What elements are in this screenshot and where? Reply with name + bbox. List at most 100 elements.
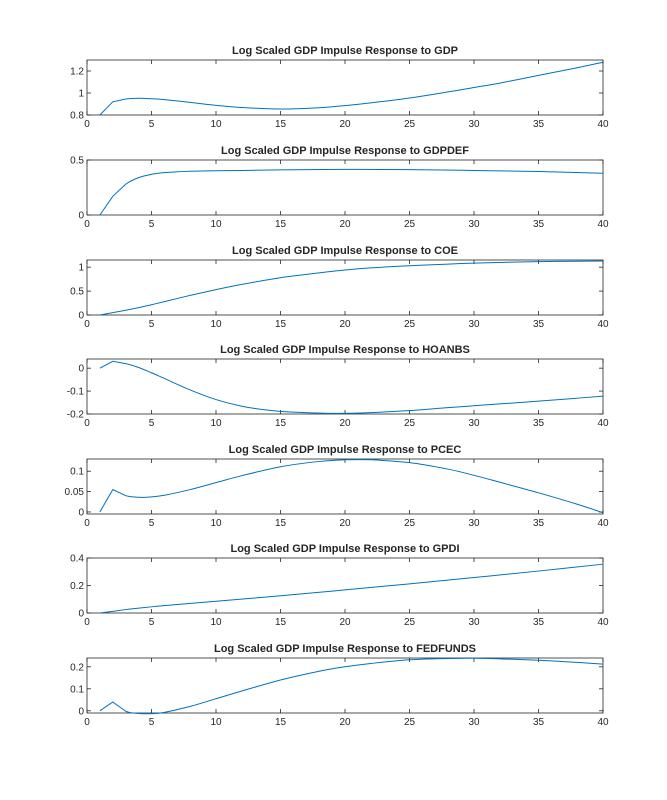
x-tick-label: 30 bbox=[468, 219, 480, 230]
axes-frame bbox=[86, 657, 604, 714]
x-tick-label: 30 bbox=[468, 717, 480, 728]
x-tick-label: 30 bbox=[468, 418, 480, 429]
x-tick-label: 25 bbox=[404, 119, 416, 130]
x-tick-label: 20 bbox=[339, 418, 351, 429]
x-tick-label: 35 bbox=[533, 219, 545, 230]
response-line bbox=[99, 61, 604, 116]
y-tick-label: 0.1 bbox=[70, 684, 84, 695]
x-tick-label: 35 bbox=[533, 518, 545, 529]
response-line bbox=[99, 360, 604, 414]
chart-title: Log Scaled GDP Impulse Response to GDPDE… bbox=[221, 145, 469, 157]
x-tick-label: 5 bbox=[149, 319, 155, 330]
x-tick-label: 15 bbox=[275, 518, 287, 529]
x-tick-label: 35 bbox=[533, 418, 545, 429]
subplot-5: Log Scaled GDP Impulse Response to PCEC 0… bbox=[65, 444, 609, 529]
x-tick-label: 15 bbox=[275, 319, 287, 330]
x-tick-label: 30 bbox=[468, 617, 480, 628]
y-tick-label: 0 bbox=[78, 706, 84, 717]
x-tick-label: 0 bbox=[84, 319, 90, 330]
y-tick-label: 1 bbox=[78, 263, 84, 274]
x-tick-label: 35 bbox=[533, 617, 545, 628]
y-tick-label: 0.5 bbox=[70, 287, 84, 298]
y-tick-label: 1.2 bbox=[70, 67, 84, 78]
x-tick-label: 40 bbox=[597, 219, 609, 230]
x-tick-label: 0 bbox=[84, 518, 90, 529]
x-tick-label: 25 bbox=[404, 418, 416, 429]
y-tick-label: 0.8 bbox=[70, 111, 84, 122]
x-tick-label: 10 bbox=[210, 418, 222, 429]
subplot-7: Log Scaled GDP Impulse Response to FEDFU… bbox=[70, 643, 609, 728]
x-tick-label: 0 bbox=[84, 717, 90, 728]
y-tick-label: 0 bbox=[78, 311, 84, 322]
x-tick-label: 20 bbox=[339, 319, 351, 330]
chart-title: Log Scaled GDP Impulse Response to PCEC bbox=[229, 444, 462, 456]
axes-frame bbox=[86, 259, 604, 316]
x-tick-label: 35 bbox=[533, 319, 545, 330]
chart-title: Log Scaled GDP Impulse Response to GPDI bbox=[230, 543, 459, 555]
x-tick-label: 25 bbox=[404, 717, 416, 728]
y-tick-label: 0.5 bbox=[70, 156, 84, 167]
response-line bbox=[99, 168, 604, 216]
chart-title: Log Scaled GDP Impulse Response to COE bbox=[232, 245, 458, 257]
chart-title: Log Scaled GDP Impulse Response to FEDFU… bbox=[214, 643, 476, 655]
x-tick-label: 20 bbox=[339, 617, 351, 628]
x-tick-label: 25 bbox=[404, 518, 416, 529]
chart-title: Log Scaled GDP Impulse Response to HOANB… bbox=[220, 344, 470, 356]
x-tick-label: 30 bbox=[468, 319, 480, 330]
axes-frame bbox=[86, 59, 604, 116]
x-tick-label: 15 bbox=[275, 119, 287, 130]
x-tick-label: 40 bbox=[597, 617, 609, 628]
x-tick-label: 0 bbox=[84, 219, 90, 230]
y-tick-label: 0.1 bbox=[70, 467, 84, 478]
x-tick-label: 30 bbox=[468, 518, 480, 529]
x-tick-label: 0 bbox=[84, 119, 90, 130]
subplot-1: Log Scaled GDP Impulse Response to GDP 0 5… bbox=[70, 45, 609, 130]
response-line bbox=[99, 260, 604, 316]
x-tick-label: 10 bbox=[210, 617, 222, 628]
x-tick-label: 40 bbox=[597, 418, 609, 429]
y-tick-label: 1 bbox=[78, 89, 84, 100]
x-tick-label: 40 bbox=[597, 717, 609, 728]
x-tick-label: 20 bbox=[339, 219, 351, 230]
y-tick-label: 0.4 bbox=[70, 554, 84, 565]
x-tick-label: 40 bbox=[597, 518, 609, 529]
response-line bbox=[99, 563, 604, 614]
subplot-4: Log Scaled GDP Impulse Response to HOANB… bbox=[67, 344, 609, 429]
x-tick-label: 10 bbox=[210, 518, 222, 529]
x-tick-label: 5 bbox=[149, 119, 155, 130]
axes-frame bbox=[86, 557, 604, 614]
x-tick-label: 30 bbox=[468, 119, 480, 130]
x-tick-label: 5 bbox=[149, 717, 155, 728]
chart-title: Log Scaled GDP Impulse Response to GDP bbox=[232, 45, 458, 57]
x-tick-label: 0 bbox=[84, 418, 90, 429]
x-tick-label: 5 bbox=[149, 219, 155, 230]
x-tick-label: 10 bbox=[210, 119, 222, 130]
x-tick-label: 15 bbox=[275, 418, 287, 429]
x-tick-label: 5 bbox=[149, 418, 155, 429]
x-tick-label: 10 bbox=[210, 219, 222, 230]
x-tick-label: 15 bbox=[275, 717, 287, 728]
subplot-6: Log Scaled GDP Impulse Response to GPDI 0… bbox=[70, 543, 609, 628]
y-tick-label: -0.2 bbox=[67, 410, 85, 421]
response-line bbox=[99, 657, 604, 715]
y-tick-label: -0.1 bbox=[67, 387, 85, 398]
x-tick-label: 0 bbox=[84, 617, 90, 628]
y-tick-label: 0 bbox=[78, 211, 84, 222]
subplot-2: Log Scaled GDP Impulse Response to GDPDE… bbox=[70, 145, 609, 230]
axes-frame bbox=[86, 358, 604, 415]
response-line bbox=[99, 459, 604, 514]
y-tick-label: 0.05 bbox=[65, 487, 85, 498]
x-tick-label: 40 bbox=[597, 119, 609, 130]
x-tick-label: 10 bbox=[210, 319, 222, 330]
x-tick-label: 25 bbox=[404, 617, 416, 628]
x-tick-label: 10 bbox=[210, 717, 222, 728]
x-tick-label: 25 bbox=[404, 319, 416, 330]
x-tick-label: 35 bbox=[533, 717, 545, 728]
x-tick-label: 20 bbox=[339, 518, 351, 529]
y-tick-label: 0.2 bbox=[70, 662, 84, 673]
subplot-3: Log Scaled GDP Impulse Response to COE 0 5… bbox=[70, 245, 609, 330]
x-tick-label: 5 bbox=[149, 617, 155, 628]
x-tick-label: 20 bbox=[339, 717, 351, 728]
y-tick-label: 0 bbox=[78, 364, 84, 375]
